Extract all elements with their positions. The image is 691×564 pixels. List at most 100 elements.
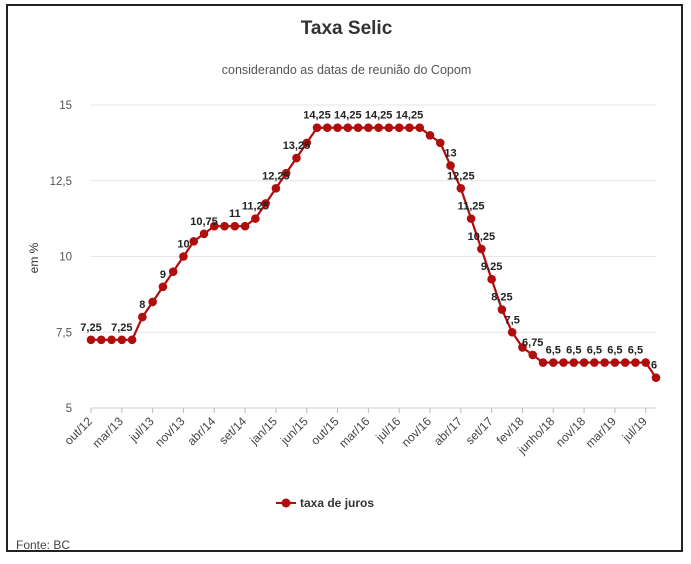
data-label: 10,75: [190, 216, 218, 228]
data-point[interactable]: [220, 221, 229, 231]
data-point[interactable]: [353, 123, 363, 133]
x-tick-label: jan/15: [246, 414, 280, 448]
data-point[interactable]: [209, 221, 219, 231]
data-label: 11,25: [242, 201, 269, 213]
y-tick-label: 10: [59, 252, 72, 264]
data-point[interactable]: [456, 184, 466, 193]
data-point[interactable]: [96, 335, 106, 345]
data-point[interactable]: [322, 123, 332, 133]
data-point[interactable]: [261, 199, 270, 208]
data-label: 14,25: [303, 110, 331, 122]
data-point[interactable]: [158, 282, 168, 292]
data-point[interactable]: [651, 373, 661, 383]
x-tick-label: jul/19: [619, 414, 650, 445]
x-tick-label: mar/16: [336, 414, 373, 451]
y-tick-label: 7,5: [56, 327, 72, 339]
data-point[interactable]: [538, 358, 548, 367]
data-point[interactable]: [333, 123, 342, 133]
data-label: 7,25: [80, 322, 101, 334]
data-point[interactable]: [590, 358, 599, 367]
y-axis-ticks: 5 7,5 10 12,5 15: [50, 100, 72, 415]
data-point[interactable]: [425, 131, 435, 140]
data-point[interactable]: [271, 184, 281, 193]
data-label: 13,25: [283, 140, 311, 152]
data-label: 8: [139, 299, 145, 311]
data-point[interactable]: [487, 274, 496, 284]
x-tick-label: nov/18: [553, 414, 589, 450]
chart-subtitle: considerando as datas de reunião do Copo…: [221, 63, 472, 77]
data-point[interactable]: [117, 335, 127, 345]
x-tick-label: abr/17: [431, 414, 465, 448]
data-point[interactable]: [127, 335, 137, 345]
x-tick-label: nov/16: [399, 414, 435, 450]
data-point[interactable]: [302, 138, 312, 148]
data-point[interactable]: [641, 358, 651, 367]
data-label: 9: [160, 269, 166, 281]
data-point[interactable]: [343, 123, 353, 133]
legend-label: taxa de juros: [300, 496, 374, 510]
data-label: 12,25: [447, 170, 475, 182]
data-point[interactable]: [405, 123, 414, 133]
x-tick-label: mar/13: [90, 414, 127, 451]
series-line: [91, 126, 657, 379]
data-label: 14,25: [365, 110, 393, 122]
data-label: 14,25: [396, 110, 424, 122]
data-point[interactable]: [384, 123, 394, 133]
legend-marker: [281, 498, 291, 508]
data-point[interactable]: [507, 327, 517, 337]
data-point[interactable]: [415, 123, 425, 133]
data-point[interactable]: [107, 335, 116, 345]
data-label: 6: [651, 360, 657, 372]
data-point[interactable]: [600, 358, 609, 367]
data-point[interactable]: [179, 252, 188, 261]
data-point[interactable]: [631, 358, 640, 367]
data-point[interactable]: [528, 350, 538, 360]
x-tick-label: nov/13: [152, 414, 188, 450]
y-tick-label: 5: [66, 403, 72, 415]
data-point[interactable]: [466, 214, 476, 223]
data-point[interactable]: [138, 312, 147, 322]
data-point[interactable]: [497, 305, 507, 314]
data-point[interactable]: [518, 343, 527, 352]
y-tick-label: 12,5: [50, 176, 72, 188]
legend[interactable]: taxa de juros: [276, 496, 374, 510]
data-point[interactable]: [435, 138, 445, 148]
data-label: 8,25: [491, 292, 512, 304]
data-point[interactable]: [251, 214, 260, 223]
data-point[interactable]: [189, 237, 199, 246]
data-point[interactable]: [477, 244, 486, 254]
data-label: 6,5: [607, 345, 622, 357]
data-point[interactable]: [168, 267, 178, 276]
chart-frame: Taxa Selic considerando as datas de reun…: [6, 4, 683, 552]
data-point[interactable]: [620, 358, 630, 367]
data-label: 6,5: [566, 345, 581, 357]
data-point[interactable]: [240, 221, 250, 231]
data-point[interactable]: [292, 153, 301, 163]
y-tick-label: 15: [59, 100, 72, 112]
data-point[interactable]: [148, 297, 157, 307]
data-point[interactable]: [230, 221, 240, 231]
data-label: 13: [444, 148, 456, 160]
data-point[interactable]: [446, 161, 455, 170]
data-point[interactable]: [281, 168, 291, 178]
data-point[interactable]: [394, 123, 404, 133]
data-label: 10: [177, 239, 189, 251]
data-point[interactable]: [569, 358, 579, 367]
data-label: 7,25: [111, 322, 132, 334]
data-point[interactable]: [610, 358, 620, 367]
data-point[interactable]: [548, 358, 558, 367]
data-point[interactable]: [86, 335, 96, 345]
data-point[interactable]: [312, 123, 322, 133]
data-point[interactable]: [559, 358, 568, 367]
data-point[interactable]: [579, 358, 589, 367]
data-point[interactable]: [374, 123, 383, 133]
data-label: 10,25: [468, 231, 496, 243]
x-tick-label: set/17: [463, 414, 496, 447]
source-note: Fonte: BC: [16, 538, 71, 552]
data-point[interactable]: [199, 229, 209, 239]
data-point[interactable]: [364, 123, 373, 133]
data-label: 11: [229, 208, 241, 220]
data-label: 12,25: [262, 170, 290, 182]
